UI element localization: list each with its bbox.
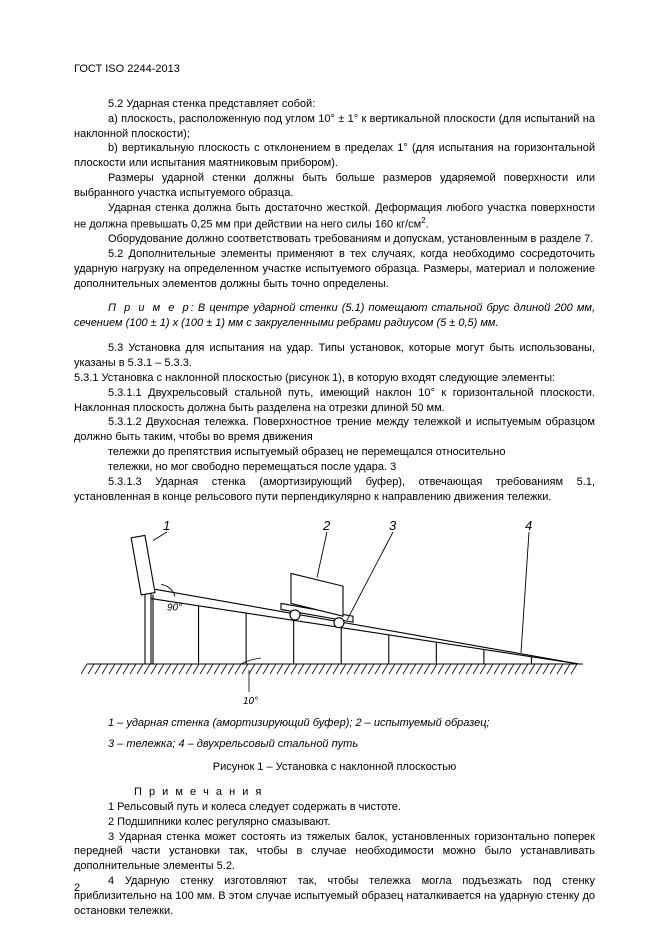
para-trolley-a: тележки до препятствия испытуемый образе… [74, 445, 595, 460]
para-trolley-b: тележки, но мог свободно перемещаться по… [74, 460, 595, 475]
para-equip: Оборудование должно соответствовать треб… [74, 232, 595, 247]
para-5-3: 5.3 Установка для испытания на удар. Тип… [74, 341, 595, 371]
example-label: П р и м е р [108, 302, 191, 314]
para-deform-a: Ударная стенка должна быть достаточно же… [74, 202, 595, 231]
svg-text:1: 1 [163, 518, 170, 533]
para-5-3-1-2: 5.3.1.2 Двухосная тележка. Поверхностное… [74, 415, 595, 445]
para-5-3-1: 5.3.1 Установка с наклонной плоскостью (… [74, 371, 595, 386]
doc-header: ГОСТ ISO 2244-2013 [74, 62, 595, 77]
para-5-2-intro: 5.2 Ударная стенка представляет собой: [74, 97, 595, 112]
para-deform: Ударная стенка должна быть достаточно же… [74, 201, 595, 232]
svg-text:90°: 90° [167, 603, 182, 614]
para-a: а) плоскость, расположенную под углом 10… [74, 112, 595, 142]
para-5-3-1-3: 5.3.1.3 Ударная стенка (амортизирующий б… [74, 475, 595, 505]
para-sizes: Размеры ударной стенки должны быть больш… [74, 171, 595, 201]
svg-text:10°: 10° [243, 696, 258, 707]
page-number: 2 [74, 881, 80, 896]
note-3: 3 Ударная стенка может состоять из тяжел… [74, 830, 595, 875]
figure-caption: Рисунок 1 – Установка с наклонной плоско… [74, 760, 595, 775]
example-block: П р и м е р: В центре ударной стенки (5.… [74, 301, 595, 331]
svg-text:4: 4 [525, 518, 532, 533]
para-5-3-1-1: 5.3.1.1 Двухрельсовый стальной путь, име… [74, 386, 595, 416]
svg-text:3: 3 [389, 518, 397, 533]
note-4: 4 Ударную стенку изготовляют так, чтобы … [74, 874, 595, 919]
para-deform-b: . [426, 218, 429, 230]
note-1: 1 Рельсовый путь и колеса следует содерж… [74, 800, 595, 815]
note-2: 2 Подшипники колес регулярно смазывают. [74, 815, 595, 830]
notes-heading: П р и м е ч а н и я [74, 785, 595, 800]
figure-legend-2: 3 – тележка; 4 – двухрельсовый стальной … [74, 737, 595, 752]
figure-1: 1 2 3 4 90° 10° [74, 514, 595, 710]
para-b: b) вертикальную плоскость с отклонением … [74, 141, 595, 171]
svg-text:2: 2 [322, 518, 331, 533]
para-addl: 5.2 Дополнительные элементы применяют в … [74, 247, 595, 292]
figure-legend-1: 1 – ударная стенка (амортизирующий буфер… [74, 716, 595, 731]
